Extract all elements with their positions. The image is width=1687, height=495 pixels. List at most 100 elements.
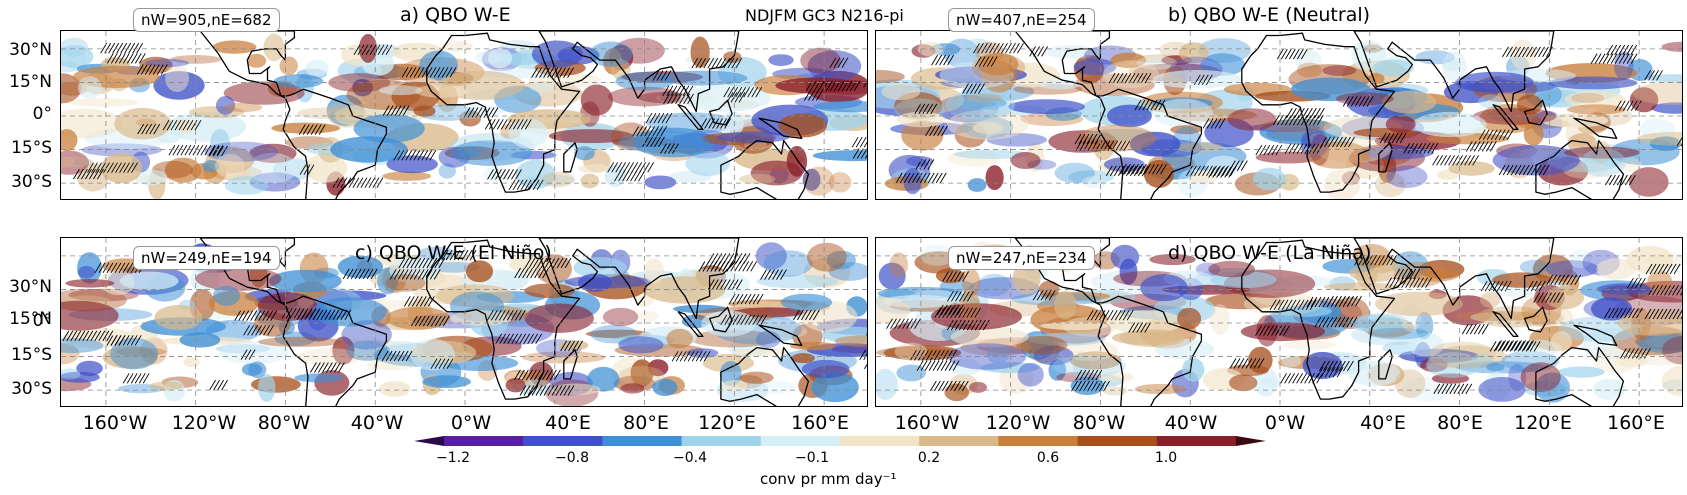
hatch-stroke — [914, 103, 922, 115]
anomaly-patch — [1170, 125, 1201, 135]
hatch-stroke — [118, 335, 126, 346]
hatch-stroke — [923, 159, 931, 170]
hatch-stroke — [1296, 143, 1304, 154]
hatch-stroke — [194, 119, 202, 131]
hatch-stroke — [555, 67, 562, 78]
anomaly-patch — [1413, 111, 1487, 138]
hatch-stroke — [653, 112, 661, 124]
anomaly-patch — [1240, 322, 1325, 341]
hatch-stroke — [145, 123, 153, 135]
hatch-stroke — [1144, 163, 1151, 175]
hatch-stroke — [98, 330, 106, 342]
hatch-stroke — [1648, 70, 1655, 81]
hatch-stroke — [1300, 143, 1308, 154]
hatch-stroke — [1379, 132, 1387, 144]
anomaly-patch — [154, 305, 203, 330]
hatch-stroke — [495, 333, 503, 345]
hatch-stroke — [540, 257, 548, 269]
hatch-stroke — [894, 318, 901, 329]
hatch-stroke — [1095, 369, 1103, 381]
anomaly-patch — [224, 176, 269, 195]
hatch-stroke — [479, 107, 487, 118]
hatch-stroke — [1622, 53, 1630, 64]
hatch-stroke — [111, 162, 118, 173]
hatch-stroke — [496, 119, 504, 130]
anomaly-patch — [74, 158, 92, 167]
anomaly-patch — [69, 98, 139, 107]
hatch-stroke — [929, 125, 936, 137]
hatch-stroke — [86, 330, 94, 342]
hatch-stroke — [512, 119, 520, 130]
hatch-stroke — [397, 269, 405, 280]
hatch-stroke — [307, 164, 315, 175]
hatch-stroke — [1590, 53, 1598, 64]
hatch-stroke — [397, 350, 405, 362]
anomaly-patch — [1276, 305, 1332, 317]
anomaly-patch — [931, 303, 1022, 330]
hatch-stroke — [494, 310, 502, 321]
anomaly-patch — [183, 357, 200, 367]
anomaly-patch — [811, 372, 859, 403]
hatch-stroke — [1542, 164, 1550, 176]
hatch-stroke — [1308, 114, 1316, 126]
hatch-stroke — [130, 373, 138, 384]
hatch-stroke — [1636, 348, 1643, 359]
hatch-stroke — [667, 93, 674, 105]
anomaly-patch — [1545, 260, 1599, 278]
anomaly-patch — [1200, 53, 1246, 76]
hatch-stroke — [1370, 254, 1377, 266]
hatch-stroke — [457, 249, 465, 261]
hatch-stroke — [926, 350, 933, 361]
hatch-stroke — [639, 162, 647, 173]
hatch-stroke — [1075, 380, 1082, 392]
hatch-stroke — [116, 42, 124, 54]
hatch-stroke — [1383, 132, 1391, 144]
hatch-stroke — [368, 177, 376, 188]
hatch-stroke — [156, 64, 164, 75]
hatch-stroke — [1132, 322, 1140, 333]
coastline — [1492, 311, 1519, 338]
hatch-stroke — [172, 144, 180, 156]
panel-title-d: d) QBO W-E (La Niña) — [1168, 242, 1372, 264]
anomaly-patch — [61, 37, 89, 57]
hatch-stroke — [902, 318, 909, 329]
hatch-stroke — [110, 53, 118, 64]
hatch-stroke — [1340, 136, 1347, 148]
hatch-stroke — [221, 145, 228, 157]
hatch-stroke — [809, 80, 817, 92]
hatch-stroke — [438, 257, 446, 269]
hatch-stroke — [184, 144, 192, 156]
hatch-stroke — [318, 362, 325, 373]
hatch-stroke — [752, 314, 760, 326]
hatch-stroke — [855, 136, 863, 148]
anomaly-patch — [1323, 282, 1401, 291]
hatch-stroke — [342, 268, 350, 280]
hatch-stroke — [1622, 100, 1630, 111]
hatch-stroke — [300, 309, 308, 321]
hatch-stroke — [1142, 99, 1150, 111]
hatch-stroke — [1609, 174, 1616, 186]
hatch-stroke — [552, 257, 560, 269]
hatch-stroke — [935, 54, 942, 66]
anomaly-patch — [1336, 92, 1394, 106]
hatch-stroke — [366, 268, 374, 280]
hatch-stroke — [623, 162, 631, 173]
coastline — [1378, 142, 1393, 173]
anomaly-patch — [359, 33, 377, 63]
anomaly-patch — [701, 310, 756, 337]
hatch-stroke — [1301, 299, 1309, 311]
hatch-stroke — [797, 309, 804, 321]
hatch-stroke — [1137, 165, 1145, 177]
coastline — [1014, 31, 1203, 199]
hatch-stroke — [978, 83, 985, 94]
hatch-stroke — [310, 124, 318, 135]
hatch-stroke — [1152, 163, 1159, 175]
anomaly-patch — [1038, 79, 1081, 90]
hatch-stroke — [915, 172, 923, 184]
hatch-stroke — [1460, 155, 1467, 166]
hatch-stroke — [731, 57, 739, 69]
hatch-stroke — [1500, 280, 1508, 292]
hatch-stroke — [393, 269, 401, 280]
hatch-stroke — [1276, 114, 1284, 126]
hatch-stroke — [982, 319, 990, 331]
